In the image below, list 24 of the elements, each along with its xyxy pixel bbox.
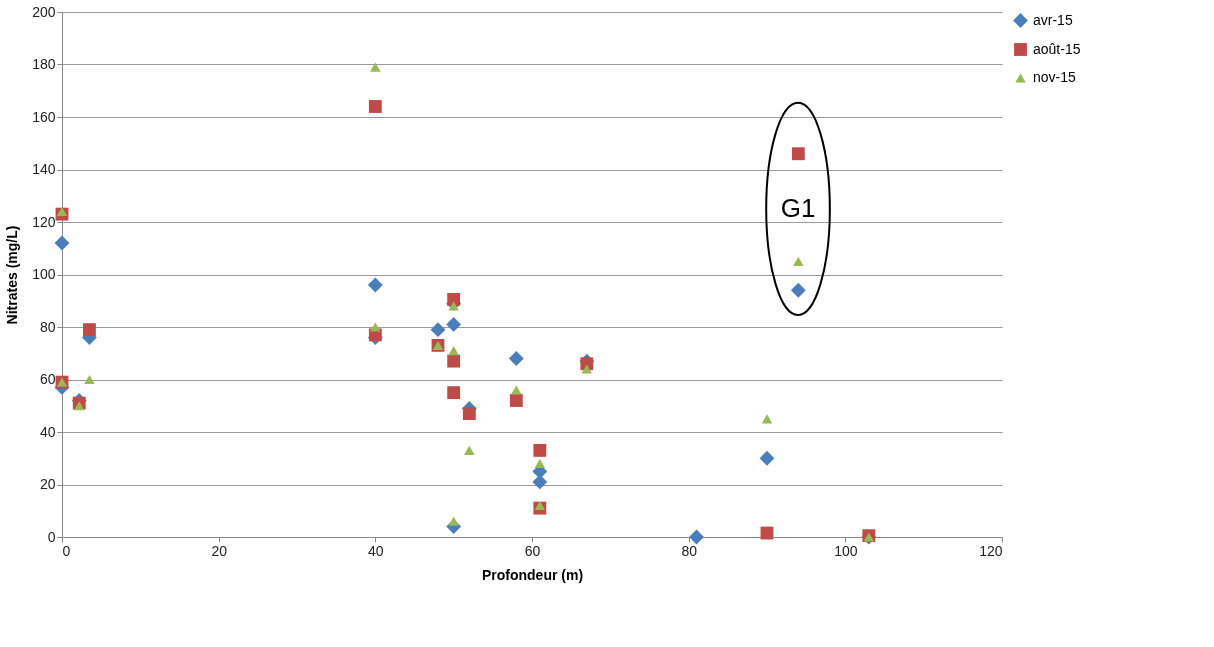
- x-tick-label: 20: [211, 542, 228, 559]
- y-axis-title: Nitrates (mg/L): [4, 225, 21, 325]
- x-tick-label: 60: [524, 542, 541, 559]
- x-tick-label: 40: [368, 542, 384, 559]
- y-tick-label: 200: [32, 3, 56, 20]
- y-tick-label: 40: [39, 423, 56, 440]
- y-tick-label: 0: [47, 528, 56, 545]
- y-tick-label: 20: [39, 476, 56, 492]
- x-tick-label: 100: [834, 542, 858, 559]
- x-tick-label: 0: [62, 542, 71, 559]
- y-tick-label: 120: [32, 213, 56, 230]
- y-tick-label: 100: [32, 266, 56, 282]
- y-tick-label: 160: [32, 108, 56, 125]
- x-tick-label: 80: [681, 542, 698, 559]
- annotation: G1: [780, 192, 816, 223]
- x-axis-title: Profondeur (m): [481, 566, 584, 583]
- y-tick-label: 140: [32, 161, 56, 177]
- x-tick-label: 120: [979, 542, 1003, 559]
- y-tick-label: 60: [39, 371, 56, 387]
- y-tick-label: 80: [39, 318, 56, 335]
- legend-label: août-15: [1033, 40, 1081, 57]
- y-tick-label: 180: [32, 56, 56, 72]
- legend-label: nov-15: [1033, 69, 1077, 85]
- legend-label: avr-15: [1033, 11, 1073, 28]
